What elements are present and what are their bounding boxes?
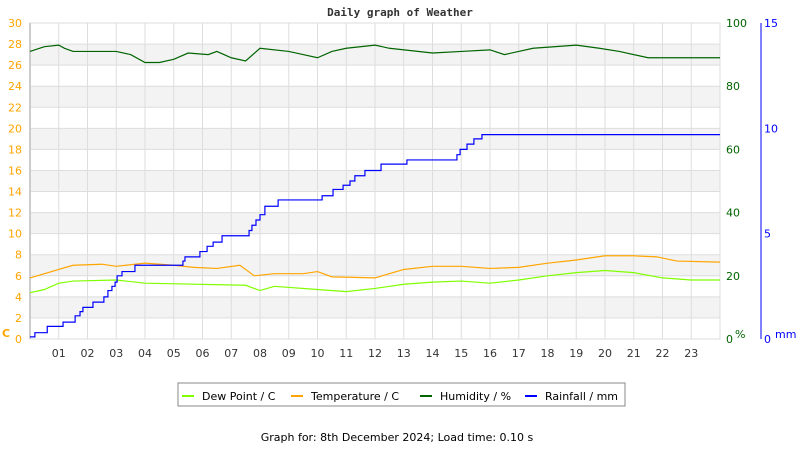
y-right-tick-label: 100 [726, 17, 747, 30]
x-tick-label: 13 [397, 347, 411, 360]
x-tick-label: 22 [656, 347, 670, 360]
x-tick-label: 18 [541, 347, 555, 360]
y-left-tick-label: 12 [8, 207, 22, 220]
series-line-humidity [29, 44, 720, 64]
x-tick-label: 06 [196, 347, 210, 360]
legend-label: Humidity / % [440, 390, 511, 403]
x-tick-label: 14 [426, 347, 440, 360]
x-tick-label: 05 [167, 347, 181, 360]
y-left-tick-label: 4 [15, 291, 22, 304]
y-right-tick-label: 40 [726, 207, 740, 220]
y-right-tick-label: 80 [726, 80, 740, 93]
x-tick-label: 11 [339, 347, 353, 360]
x-tick-label: 17 [512, 347, 526, 360]
legend [177, 382, 626, 407]
legend-label: Rainfall / mm [545, 390, 618, 403]
y-left-tick-label: 8 [15, 249, 22, 262]
x-tick-label: 08 [253, 347, 267, 360]
rain-tick-label: 0 [764, 333, 771, 346]
y-left-tick-label: 28 [8, 38, 22, 51]
y-right-tick-label: 60 [726, 143, 740, 156]
y-left-tick-label: 10 [8, 228, 22, 241]
x-tick-label: 23 [684, 347, 698, 360]
rain-tick-label: 5 [764, 228, 771, 241]
legend-label: Dew Point / C [202, 390, 276, 403]
y-left-tick-label: 2 [15, 312, 22, 325]
y-right-tick-label: 20 [726, 270, 740, 283]
x-tick-label: 16 [483, 347, 497, 360]
y-left-tick-label: 0 [15, 333, 22, 346]
x-tick-label: 12 [368, 347, 382, 360]
y-left-tick-label: 30 [8, 17, 22, 30]
x-tick-label: 04 [138, 347, 152, 360]
rain-tick-label: 10 [764, 122, 778, 135]
footer-text: Graph for: 8th December 2024; Load time:… [261, 431, 534, 444]
y-left-tick-label: 18 [8, 143, 22, 156]
x-tick-label: 20 [598, 347, 612, 360]
x-tick-label: 03 [109, 347, 123, 360]
x-tick-label: 21 [627, 347, 641, 360]
y-left-tick-label: 26 [8, 59, 22, 72]
y-left-tick-label: 22 [8, 101, 22, 114]
rain-tick-label: 15 [764, 17, 778, 30]
series-line-temperature [29, 255, 721, 279]
y-left-tick-label: 20 [8, 122, 22, 135]
x-tick-label: 15 [454, 347, 468, 360]
x-tick-label: 02 [81, 347, 95, 360]
y-left-tick-label: 16 [8, 164, 22, 177]
y-left-tick-label: 14 [8, 186, 22, 199]
y-right-unit: % [735, 328, 745, 341]
chart-title: Daily graph of Weather [327, 6, 473, 19]
rain-unit: mm [775, 328, 796, 341]
y-left-tick-label: 6 [15, 270, 22, 283]
x-tick-label: 09 [282, 347, 296, 360]
x-tick-label: 19 [569, 347, 583, 360]
legend-label: Temperature / C [310, 390, 399, 403]
y-left-unit: C [2, 327, 10, 340]
x-tick-label: 07 [224, 347, 238, 360]
x-tick-label: 10 [311, 347, 325, 360]
x-tick-label: 01 [52, 347, 66, 360]
y-right-tick-label: 0 [726, 333, 733, 346]
series-line-dew [29, 269, 720, 294]
y-left-tick-label: 24 [8, 80, 22, 93]
